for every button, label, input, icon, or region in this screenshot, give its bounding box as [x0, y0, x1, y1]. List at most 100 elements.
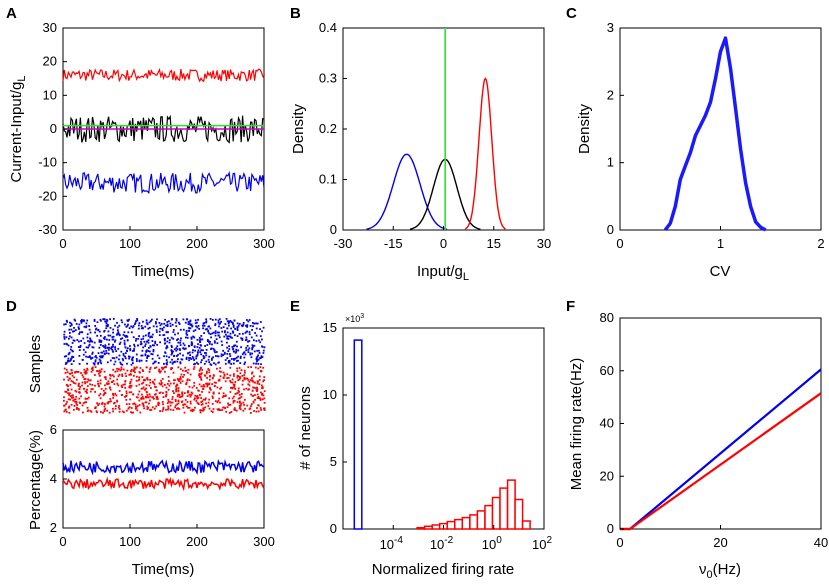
raster-dot-blue [73, 330, 76, 333]
raster-dot-blue [237, 324, 240, 327]
raster-dot-blue [146, 349, 148, 352]
raster-dot-red [131, 411, 133, 414]
raster-dot-red [191, 410, 194, 413]
raster-dot-blue [251, 344, 254, 347]
raster-dot-blue [242, 351, 245, 354]
raster-dot-blue [165, 355, 168, 358]
raster-dot-blue [82, 337, 85, 340]
raster-dot-red [124, 396, 126, 398]
raster-dot-red [233, 399, 236, 402]
raster-dot-red [109, 398, 112, 400]
raster-dot-blue [158, 330, 161, 333]
raster-dot-red [73, 382, 75, 384]
raster-dot-blue [196, 321, 198, 324]
raster-dot-blue [123, 331, 126, 334]
raster-dot-red [211, 411, 214, 413]
panel-c-series [663, 36, 767, 232]
raster-dot-red [201, 391, 203, 393]
raster-dot-blue [143, 340, 146, 343]
raster-dot-blue [191, 325, 194, 327]
raster-dot-red [157, 403, 159, 406]
raster-dot-blue [227, 350, 230, 352]
raster-dot-blue [85, 326, 87, 329]
raster-dot-blue [220, 355, 223, 358]
raster-dot-red [252, 395, 254, 397]
raster-dot-red [174, 406, 176, 409]
raster-dot-blue [114, 339, 117, 342]
raster-dot-blue [82, 348, 85, 351]
raster-dot-blue [85, 325, 88, 328]
raster-dot-blue [190, 323, 193, 326]
raster-dot-blue [152, 325, 155, 328]
raster-dot-red [169, 408, 172, 411]
raster-dot-blue [83, 342, 86, 344]
raster-dot-blue [152, 344, 154, 347]
raster-dot-red [130, 411, 132, 414]
raster-dot-red [252, 400, 255, 403]
raster-dot-blue [186, 336, 189, 339]
raster-dot-red [68, 394, 70, 396]
raster-dot-red [94, 374, 96, 376]
raster-dot-blue [235, 340, 238, 343]
raster-dot-blue [140, 327, 143, 330]
raster-dot-red [75, 402, 78, 405]
raster-dot-red [125, 409, 128, 412]
raster-dot-red [160, 383, 163, 386]
panel-a-ytick-label: 20 [43, 54, 57, 69]
raster-dot-blue [145, 321, 148, 324]
raster-dot-red [216, 386, 219, 389]
raster-dot-red [149, 409, 151, 411]
raster-dot-blue [114, 346, 116, 348]
raster-dot-red [229, 403, 232, 406]
raster-dot-red [81, 381, 84, 384]
raster-dot-blue [124, 352, 127, 354]
raster-dot-blue [147, 333, 150, 335]
raster-dot-red [223, 373, 226, 376]
histogram-bar-red [423, 525, 433, 530]
raster-dot-red [262, 380, 265, 383]
raster-dot-red [182, 403, 185, 406]
raster-dot-blue [70, 328, 73, 331]
raster-dot-red [216, 401, 219, 404]
raster-dot-blue [99, 355, 101, 358]
raster-dot-red [171, 401, 174, 404]
raster-dot-red [173, 382, 175, 385]
raster-dot-red [116, 382, 119, 385]
raster-dot-blue [94, 359, 97, 362]
raster-dot-red [161, 410, 164, 412]
raster-dot-red [67, 388, 69, 391]
raster-dot-blue [78, 333, 81, 335]
raster-dot-blue [259, 357, 261, 359]
raster-dot-red [219, 401, 221, 404]
raster-dot-blue [96, 334, 99, 337]
raster-dot-red [241, 383, 244, 386]
raster-dot-blue [257, 358, 260, 361]
raster-dot-red [85, 401, 88, 404]
raster-dot-blue [135, 353, 138, 356]
raster-dot-blue [147, 335, 150, 337]
raster-dot-blue [217, 334, 220, 337]
panel-a-ytick-label: 10 [43, 87, 57, 102]
raster-dot-red [256, 397, 259, 399]
raster-dot-blue [73, 327, 75, 329]
raster-dot-red [192, 368, 195, 370]
raster-dot-blue [205, 318, 207, 321]
panel-e-ytick-label: 5 [330, 454, 337, 469]
panel-a-xlabel: Time(ms) [132, 263, 195, 280]
raster-dot-blue [171, 358, 173, 361]
raster-dot-blue [125, 335, 128, 337]
raster-dot-red [249, 412, 252, 414]
raster-dot-red [66, 401, 68, 403]
raster-dot-red [233, 373, 235, 375]
raster-dot-blue [159, 324, 162, 327]
panel-d-raster-dots [63, 318, 266, 414]
raster-dot-blue [142, 327, 144, 330]
raster-dot-blue [155, 325, 158, 328]
histogram-bar-red [521, 520, 531, 530]
raster-dot-red [117, 375, 120, 378]
raster-dot-red [127, 407, 130, 410]
raster-dot-blue [226, 337, 228, 340]
